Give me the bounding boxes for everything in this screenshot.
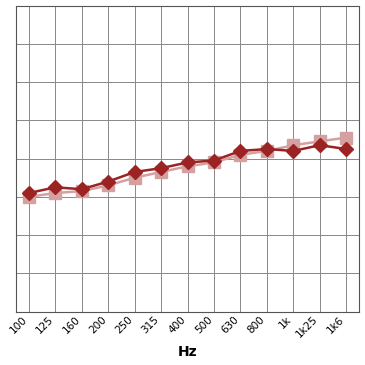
Theoretical (106, 183, 110, 188)
Experimental (265, 147, 269, 151)
Experimental (291, 149, 296, 153)
Theoretical (212, 160, 216, 165)
Line: Theoretical: Theoretical (23, 131, 353, 203)
Experimental (318, 143, 322, 147)
Experimental (185, 160, 190, 165)
Experimental (106, 179, 110, 184)
Theoretical (185, 164, 190, 169)
Theoretical (159, 170, 163, 174)
Theoretical (132, 176, 137, 180)
Experimental (344, 147, 349, 151)
Theoretical (344, 135, 349, 140)
Experimental (238, 149, 243, 153)
Experimental (212, 158, 216, 163)
Theoretical (53, 191, 57, 195)
Theoretical (318, 139, 322, 143)
Experimental (80, 187, 84, 191)
Theoretical (291, 143, 296, 147)
Line: Experimental: Experimental (24, 141, 351, 198)
Theoretical (265, 149, 269, 153)
Experimental (53, 185, 57, 189)
Experimental (27, 191, 31, 195)
Experimental (132, 170, 137, 174)
Experimental (159, 166, 163, 170)
X-axis label: Hz: Hz (178, 345, 197, 360)
Theoretical (27, 195, 31, 199)
Theoretical (238, 153, 243, 157)
Theoretical (80, 189, 84, 193)
